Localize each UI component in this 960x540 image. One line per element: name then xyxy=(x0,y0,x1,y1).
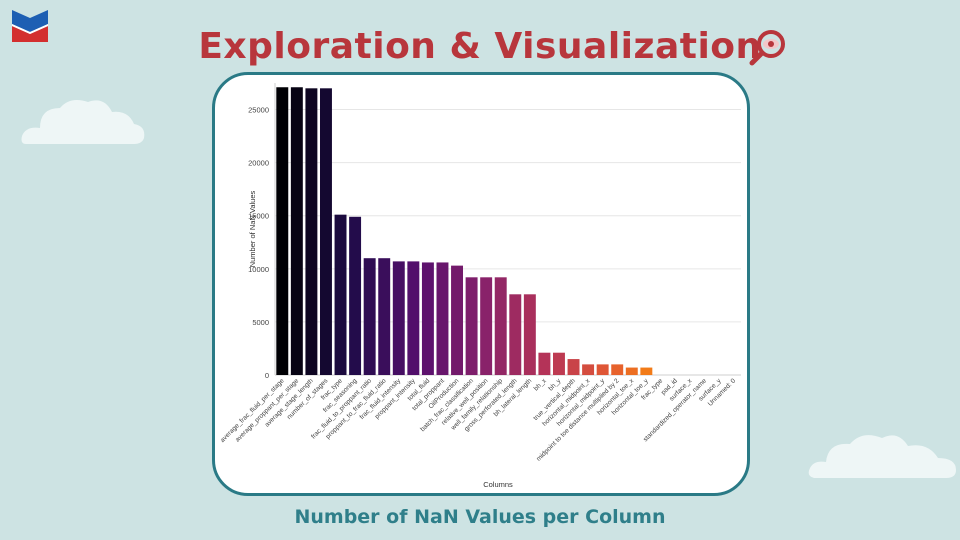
bar xyxy=(640,367,653,375)
chevron-logo xyxy=(12,10,48,42)
y-tick-label: 10000 xyxy=(248,265,269,274)
y-tick-label: 0 xyxy=(265,371,269,380)
bar xyxy=(349,216,362,375)
bar xyxy=(523,294,536,375)
y-tick-label: 5000 xyxy=(252,318,269,327)
nan-bar-chart: 0500010000150002000025000average_frac_fl… xyxy=(219,83,741,489)
cloud-decoration xyxy=(808,435,956,478)
bar xyxy=(392,261,405,375)
chart-frame: 0 5000 10000 15000 20000 25000 average_frac_fl… xyxy=(212,72,750,496)
cloud-decoration xyxy=(21,100,145,144)
bar xyxy=(407,261,420,375)
bar xyxy=(494,277,507,375)
bar xyxy=(363,258,376,375)
slide-title: Exploration & Visualization xyxy=(198,26,762,67)
bar xyxy=(334,214,347,375)
bar xyxy=(378,258,391,375)
bar xyxy=(596,364,609,375)
bar xyxy=(625,367,638,375)
magnifier-eye-icon xyxy=(749,30,785,66)
x-axis-label: Columns xyxy=(483,480,513,489)
y-tick-label: 20000 xyxy=(248,159,269,168)
bar xyxy=(582,364,595,375)
y-tick-label: 25000 xyxy=(248,106,269,115)
y-tick-label: 15000 xyxy=(248,212,269,221)
bar xyxy=(305,88,318,376)
bar xyxy=(509,294,522,375)
bar xyxy=(611,364,624,375)
chart-caption: Number of NaN Values per Column xyxy=(294,506,666,528)
bar xyxy=(538,352,551,375)
bar xyxy=(552,352,565,375)
bar xyxy=(567,359,580,375)
bar xyxy=(465,277,478,375)
bar xyxy=(290,87,303,376)
bar xyxy=(436,262,449,375)
bar xyxy=(276,87,289,376)
y-axis-label: Number of NaN Values xyxy=(248,190,257,267)
x-tick-label: bh_x xyxy=(533,377,549,393)
bar xyxy=(480,277,493,375)
bar xyxy=(421,262,434,375)
bar xyxy=(451,265,464,375)
bar xyxy=(319,88,332,376)
